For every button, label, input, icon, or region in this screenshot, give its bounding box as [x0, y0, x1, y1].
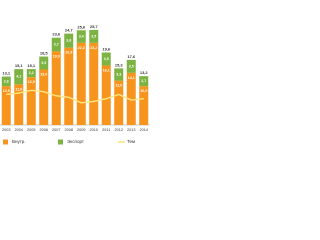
bar-segment — [126, 59, 136, 73]
legend-swatch — [58, 139, 63, 145]
value-label: 3,3 — [116, 72, 121, 76]
x-tick-label: 2004 — [15, 128, 23, 132]
value-label: 11,0 — [15, 87, 22, 91]
page: 10,5 2,6 13,1 2003 11,0 4,1 15,1 2004 12,9 2,2 15,… — [0, 0, 150, 150]
value-label: 14,1 — [128, 76, 135, 80]
total-label: 17,6 — [127, 54, 136, 59]
bar-segment — [26, 77, 36, 125]
value-label: 3,5 — [41, 61, 46, 65]
bar-segment — [14, 69, 24, 85]
x-tick-label: 2009 — [77, 128, 85, 132]
x-tick-label: 2005 — [27, 128, 35, 132]
total-label: 23,6 — [52, 32, 61, 37]
chart: 10,5 2,6 13,1 2003 11,0 4,1 15,1 2004 12,9 2,2 15,… — [0, 24, 150, 145]
bar-segment — [139, 76, 149, 87]
x-tick-label: 2012 — [115, 128, 123, 132]
bar-segment — [51, 37, 61, 52]
bar-segment — [26, 69, 36, 78]
value-label: 19,9 — [53, 54, 60, 58]
bar-segment — [114, 68, 124, 81]
value-label: 3,5 — [129, 64, 134, 68]
line-series — [6, 89, 144, 104]
total-label: 15,3 — [115, 62, 124, 67]
x-tick-label: 2007 — [52, 128, 60, 132]
bar-segment — [51, 51, 61, 126]
legend-swatch — [3, 139, 8, 145]
value-label: 3,5 — [104, 57, 109, 61]
x-tick-label: 2013 — [127, 128, 135, 132]
bar-segment — [89, 29, 99, 43]
value-label: 20,9 — [65, 51, 72, 55]
bar-segment — [64, 33, 74, 48]
value-label: 12,9 — [28, 80, 35, 84]
value-label: 22,2 — [90, 46, 97, 50]
value-label: 16,1 — [103, 68, 110, 72]
value-label: 4,1 — [16, 75, 21, 79]
total-label: 25,7 — [90, 24, 99, 29]
bar-segment — [39, 56, 49, 70]
legend-label: Экспорт — [67, 139, 84, 144]
x-tick-label: 2008 — [65, 128, 73, 132]
value-label: 10,5 — [3, 89, 10, 93]
value-label: 2,6 — [4, 79, 9, 83]
x-tick-label: 2010 — [90, 128, 98, 132]
value-label: 3,8 — [66, 39, 71, 43]
value-label: 3,4 — [79, 35, 84, 39]
value-label: 12,0 — [115, 84, 122, 88]
bar-segment — [1, 76, 11, 87]
total-label: 15,1 — [15, 63, 24, 68]
bar-segment — [76, 42, 86, 125]
total-label: 13,2 — [140, 70, 149, 75]
value-label: 2,7 — [141, 79, 146, 83]
legend-label: Тем — [127, 139, 135, 144]
total-label: 18,5 — [40, 51, 49, 56]
bar-segment — [126, 72, 136, 125]
total-label: 25,6 — [77, 24, 86, 29]
bar-segment — [1, 86, 11, 125]
x-tick-label: 2003 — [2, 128, 10, 132]
bar-segment — [39, 69, 49, 125]
x-tick-label: 2006 — [40, 128, 48, 132]
bar-segment — [101, 65, 111, 125]
bar-segment — [114, 80, 124, 125]
value-label: 3,5 — [91, 34, 96, 38]
total-label: 24,7 — [65, 28, 74, 33]
total-label: 19,6 — [102, 47, 111, 52]
value-label: 15,0 — [40, 72, 47, 76]
x-tick-label: 2014 — [140, 128, 148, 132]
value-label: 2,2 — [29, 71, 34, 75]
legend-label: Внутр. — [12, 139, 26, 144]
bar-segment — [101, 52, 111, 66]
bar-segment — [76, 30, 86, 43]
x-tick-label: 2011 — [102, 128, 110, 132]
bar-segment — [139, 86, 149, 125]
bar-segment — [14, 84, 24, 125]
total-label: 15,1 — [27, 63, 36, 68]
total-label: 13,1 — [2, 71, 11, 76]
value-label: 22,2 — [78, 46, 85, 50]
bar-segment — [64, 47, 74, 125]
value-label: 3,7 — [54, 42, 59, 46]
bar-segment — [89, 42, 99, 125]
value-label: 10,5 — [140, 89, 147, 93]
